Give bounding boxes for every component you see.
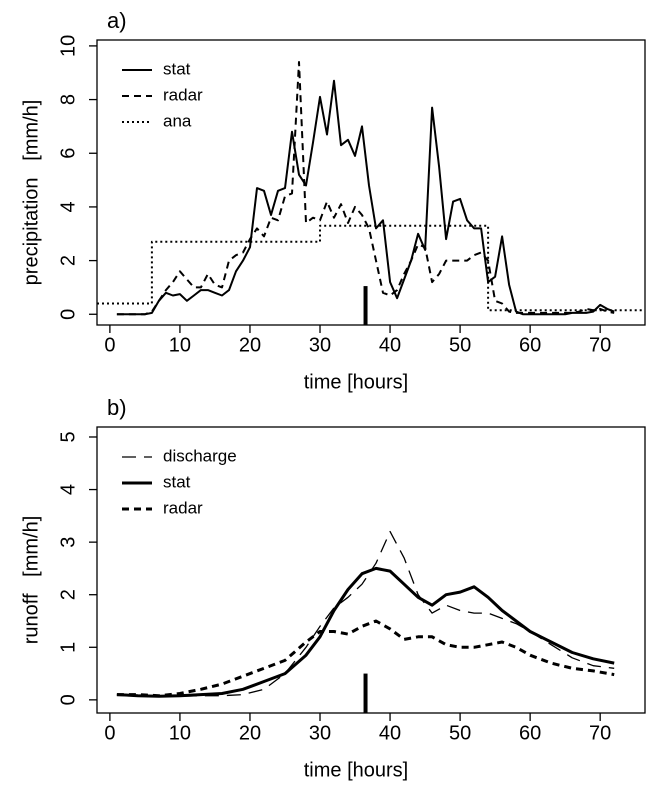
series-line — [97, 224, 645, 312]
y-tick-label: 2 — [57, 255, 79, 266]
y-tick-label: 0 — [57, 694, 79, 705]
y-tick-label: 8 — [57, 94, 79, 105]
series-line — [116, 61, 615, 316]
y-tick-label: 2 — [57, 589, 79, 600]
y-tick-label: 1 — [57, 642, 79, 653]
x-tick-label: 0 — [104, 334, 115, 356]
panel: a) 0 10 20 30 40 50 60 70 0 2 4 6 8 10 time [hours] prec… — [20, 8, 646, 393]
x-tick-label: 50 — [449, 334, 471, 356]
series-line — [116, 619, 615, 698]
legend-label: radar — [163, 498, 203, 517]
y-tick-label: 3 — [57, 537, 79, 548]
x-tick-label: 30 — [309, 722, 331, 744]
x-tick-label: 70 — [589, 722, 611, 744]
x-tick-label: 0 — [104, 722, 115, 744]
x-tick-label: 10 — [169, 722, 191, 744]
x-axis-title: time [hours] — [304, 759, 408, 781]
x-tick-label: 60 — [519, 334, 541, 356]
y-tick-label: 4 — [57, 484, 79, 495]
y-axis-title: runoff [mm/h] — [20, 516, 42, 645]
x-tick-label: 20 — [239, 722, 261, 744]
panel-label: b) — [107, 395, 127, 420]
legend-label: stat — [163, 59, 191, 78]
legend-label: radar — [163, 85, 203, 104]
y-tick-label: 6 — [57, 148, 79, 159]
panel: b) 0 10 20 30 40 50 60 70 0 1 2 3 4 5 time [hours] runof… — [20, 395, 646, 781]
series-line — [116, 530, 615, 697]
legend-label: ana — [163, 111, 192, 130]
y-tick-label: 5 — [57, 431, 79, 442]
plot-frame — [96, 39, 646, 326]
x-tick-label: 30 — [309, 334, 331, 356]
y-tick-label: 0 — [57, 309, 79, 320]
x-tick-label: 60 — [519, 722, 541, 744]
x-tick-label: 70 — [589, 334, 611, 356]
x-tick-label: 50 — [449, 722, 471, 744]
y-axis-title: precipitation [mm/h] — [20, 100, 42, 286]
x-axis-title: time [hours] — [304, 371, 408, 393]
x-tick-label: 40 — [379, 334, 401, 356]
x-tick-label: 20 — [239, 334, 261, 356]
y-tick-label: 4 — [57, 201, 79, 212]
series-line — [116, 566, 615, 698]
x-tick-label: 10 — [169, 334, 191, 356]
panel-label: a) — [107, 8, 127, 33]
legend-label: stat — [163, 472, 191, 491]
legend-label: discharge — [163, 446, 237, 465]
series-line — [116, 79, 615, 316]
x-tick-label: 40 — [379, 722, 401, 744]
y-tick-label: 10 — [57, 35, 79, 57]
plot-frame — [96, 426, 646, 714]
